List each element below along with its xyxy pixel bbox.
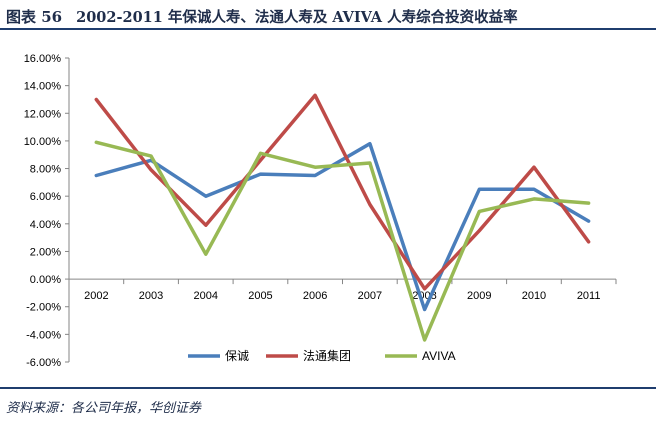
y-tick-label: 8.00% <box>30 164 61 176</box>
x-tick-label: 2010 <box>522 290 546 302</box>
source-note: 资料来源：各公司年报，华创证券 <box>6 401 202 416</box>
source-bar: 资料来源：各公司年报，华创证券 <box>0 387 656 423</box>
legend-label: 保诚 <box>225 349 249 363</box>
series-line <box>94 141 591 312</box>
y-tick-label: 6.00% <box>30 191 61 203</box>
y-tick-label: 14.00% <box>24 81 62 93</box>
figure-title: 图表 56 2002-2011 年保诚人寿、法通人寿及 AVIVA 人寿综合投资收… <box>6 6 518 27</box>
x-tick-label: 2006 <box>303 290 327 302</box>
x-tick-label: 2011 <box>577 290 601 302</box>
y-tick-label: -4.00% <box>26 329 61 341</box>
series-line <box>94 93 591 291</box>
x-tick-label: 2009 <box>467 290 491 302</box>
y-tick-label: 12.00% <box>24 108 62 120</box>
y-tick-label: 10.00% <box>24 136 62 148</box>
x-tick-label: 2003 <box>139 290 163 302</box>
x-tick-label: 2004 <box>194 290 218 302</box>
legend-label: AVIVA <box>422 349 456 363</box>
figure-title-text: 2002-2011 年保诚人寿、法通人寿及 AVIVA 人寿综合投资收益率 <box>76 9 518 26</box>
y-tick-label: 0.00% <box>30 274 61 286</box>
y-tick-label: -6.00% <box>26 357 61 369</box>
x-tick-label: 2007 <box>358 290 382 302</box>
figure-number: 图表 56 <box>6 8 63 26</box>
x-axis: 2002 2003 2004 2005 2006 2007 2008 2009 2010 2011 <box>84 290 600 302</box>
y-tick-label: 2.00% <box>30 246 61 258</box>
axes <box>68 278 617 285</box>
y-tick-label: -2.00% <box>26 302 61 314</box>
x-tick-label: 2005 <box>248 290 272 302</box>
legend-label: 法通集团 <box>303 348 351 363</box>
series-lines <box>94 93 591 342</box>
title-bar: 图表 56 2002-2011 年保诚人寿、法通人寿及 AVIVA 人寿综合投资收… <box>0 0 656 30</box>
x-tick-label: 2002 <box>84 290 108 302</box>
y-tick-label: 16.00% <box>24 53 62 65</box>
legend: 保诚 法通集团 AVIVA <box>188 348 456 363</box>
y-axis: 16.00% 14.00% 12.00% 10.00% 8.00% 6.00% 4.00% 2… <box>24 53 70 369</box>
series-line <box>94 140 591 342</box>
y-tick-label: 4.00% <box>30 219 61 231</box>
line-chart: 16.00% 14.00% 12.00% 10.00% 8.00% 6.00% 4.00% 2… <box>24 53 617 369</box>
